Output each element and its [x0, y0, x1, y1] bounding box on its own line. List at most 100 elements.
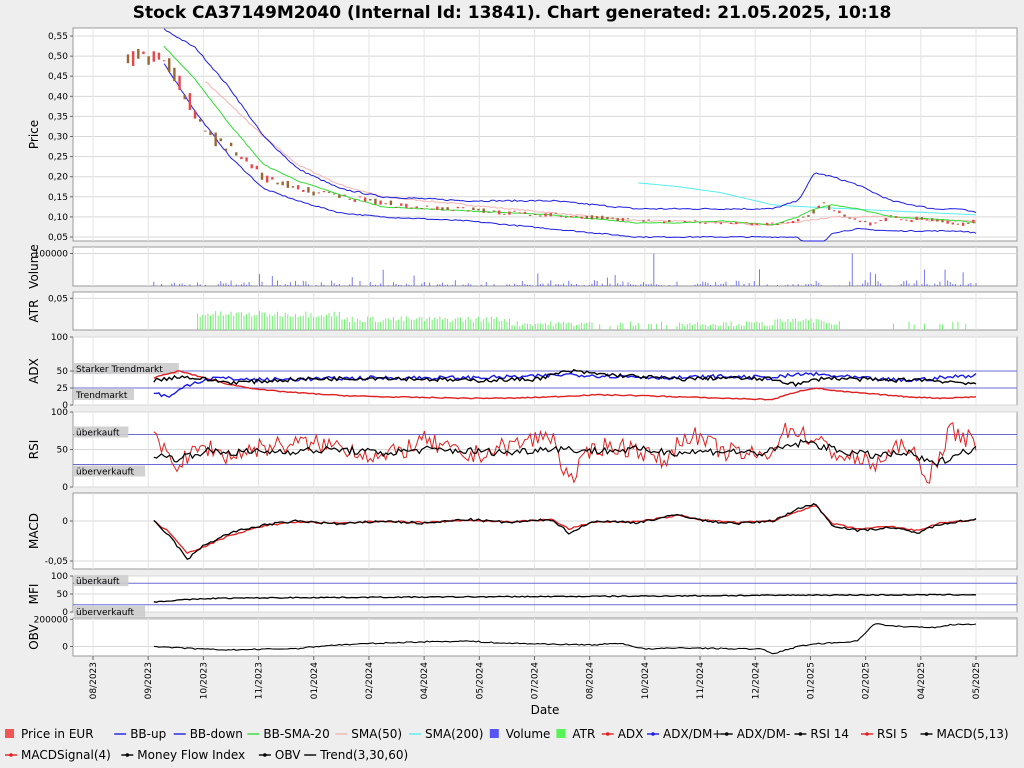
price-candle	[838, 210, 841, 214]
price-candle	[394, 206, 398, 208]
y-tick-label: 0,55	[48, 32, 68, 42]
price-candle	[188, 93, 192, 110]
legend-item: RSI 14	[794, 727, 849, 741]
price-candle	[967, 222, 970, 224]
y-axis-label: Volume	[27, 244, 41, 289]
bb-sma-line	[163, 45, 977, 226]
price-candle	[863, 221, 867, 223]
price-candle	[420, 208, 424, 210]
price-candle	[735, 221, 738, 225]
price-candle	[240, 156, 243, 160]
y-tick-label: 0	[62, 608, 68, 618]
price-candle	[925, 219, 929, 221]
legend-label: MACDSignal(4)	[21, 748, 111, 762]
price-candle	[343, 194, 346, 196]
chart-title: Stock CA37149M2040 (Internal Id: 13841).…	[133, 3, 892, 23]
y-tick-label: 25	[57, 384, 68, 394]
price-candle	[384, 203, 387, 205]
legend-item: SMA(50)	[335, 727, 402, 741]
price-candle	[889, 215, 893, 217]
legend-label: ATR	[572, 727, 595, 741]
price-candle	[436, 206, 439, 210]
price-candle	[178, 75, 181, 91]
x-tick-label: 02/2025	[862, 662, 872, 699]
x-tick-label: 01/2025	[806, 662, 816, 699]
x-tick-label: 05/2024	[475, 662, 485, 700]
x-axis: 08/2023 09/2023 10/2023 11/2023 01/2024 02/20…	[89, 656, 982, 699]
x-tick-label: 12/2024	[751, 662, 761, 700]
y-tick-label: 50	[57, 367, 69, 377]
price-candle	[750, 223, 753, 226]
band-label: überkauft	[76, 577, 120, 587]
price-candle	[668, 219, 671, 223]
price-candle	[910, 220, 913, 223]
price-candle	[539, 215, 542, 217]
sma200-line	[638, 182, 977, 216]
band-label-bg	[74, 465, 146, 477]
band-label-bg	[74, 389, 134, 400]
price-candle	[198, 119, 202, 122]
legend-swatch	[5, 729, 14, 738]
x-tick-label: 11/2023	[255, 662, 265, 699]
band-label: Trendmarkt	[75, 391, 128, 401]
y-axis-label: ATR	[27, 300, 41, 323]
legend-label: Volume	[506, 727, 551, 741]
price-candle	[126, 54, 130, 64]
price-candle	[559, 216, 563, 218]
price-candle	[477, 208, 480, 211]
legend-label: Trend(3,30,60)	[319, 748, 408, 762]
price-candle	[858, 220, 862, 223]
price-candle	[162, 60, 166, 62]
price-candle	[518, 212, 521, 214]
panel-atr: 0,05 ATR	[27, 291, 1018, 331]
y-tick-label: 100	[51, 333, 68, 343]
legend-label: Money Flow Index	[137, 748, 245, 762]
price-candle	[338, 194, 341, 198]
legend: Price in EUR BB-up BB-down BB-SMA-20 SMA(50)…	[5, 727, 1009, 762]
price-candle	[647, 219, 650, 221]
price-candle	[333, 193, 336, 195]
panel-macd: -0,05 0 MACD	[27, 492, 1018, 570]
y-tick-label: 0	[62, 483, 68, 493]
price-candle	[492, 210, 496, 212]
price-candle	[358, 196, 362, 198]
price-candle	[312, 191, 315, 196]
price-candle	[389, 200, 393, 206]
price-candle	[209, 131, 212, 136]
legend-marker	[724, 732, 729, 736]
x-tick-label: 10/2024	[641, 662, 651, 700]
price-candle	[580, 216, 583, 219]
price-candle	[822, 202, 826, 204]
legend-marker	[651, 732, 655, 736]
price-candle	[585, 215, 588, 219]
panel-background	[72, 492, 1018, 570]
y-tick-label: 200000	[34, 615, 69, 625]
price-candle	[833, 210, 836, 212]
price-candle	[322, 191, 326, 193]
price-candle	[714, 221, 717, 223]
price-candle	[786, 222, 790, 224]
price-candle	[946, 220, 949, 224]
price-candle	[260, 172, 264, 180]
price-candle	[219, 138, 222, 142]
band-label: überkauft	[76, 429, 120, 439]
price-candle	[508, 211, 511, 215]
price-candle	[601, 215, 604, 220]
band-label: überverkauft	[76, 468, 135, 478]
legend-item: ADX/DM+	[647, 727, 722, 741]
price-candle	[183, 94, 186, 100]
price-candle	[137, 49, 140, 59]
legend-label: Price in EUR	[21, 727, 94, 741]
price-candle	[487, 211, 491, 213]
price-candle	[302, 189, 305, 192]
price-candle	[879, 219, 882, 221]
price-candle	[405, 203, 408, 208]
price-candle	[936, 219, 939, 222]
price-candle	[467, 210, 470, 212]
band-label: überverkauft	[76, 608, 135, 618]
y-tick-label: 0	[62, 517, 68, 527]
price-candle	[224, 148, 228, 151]
price-candle	[147, 56, 150, 65]
